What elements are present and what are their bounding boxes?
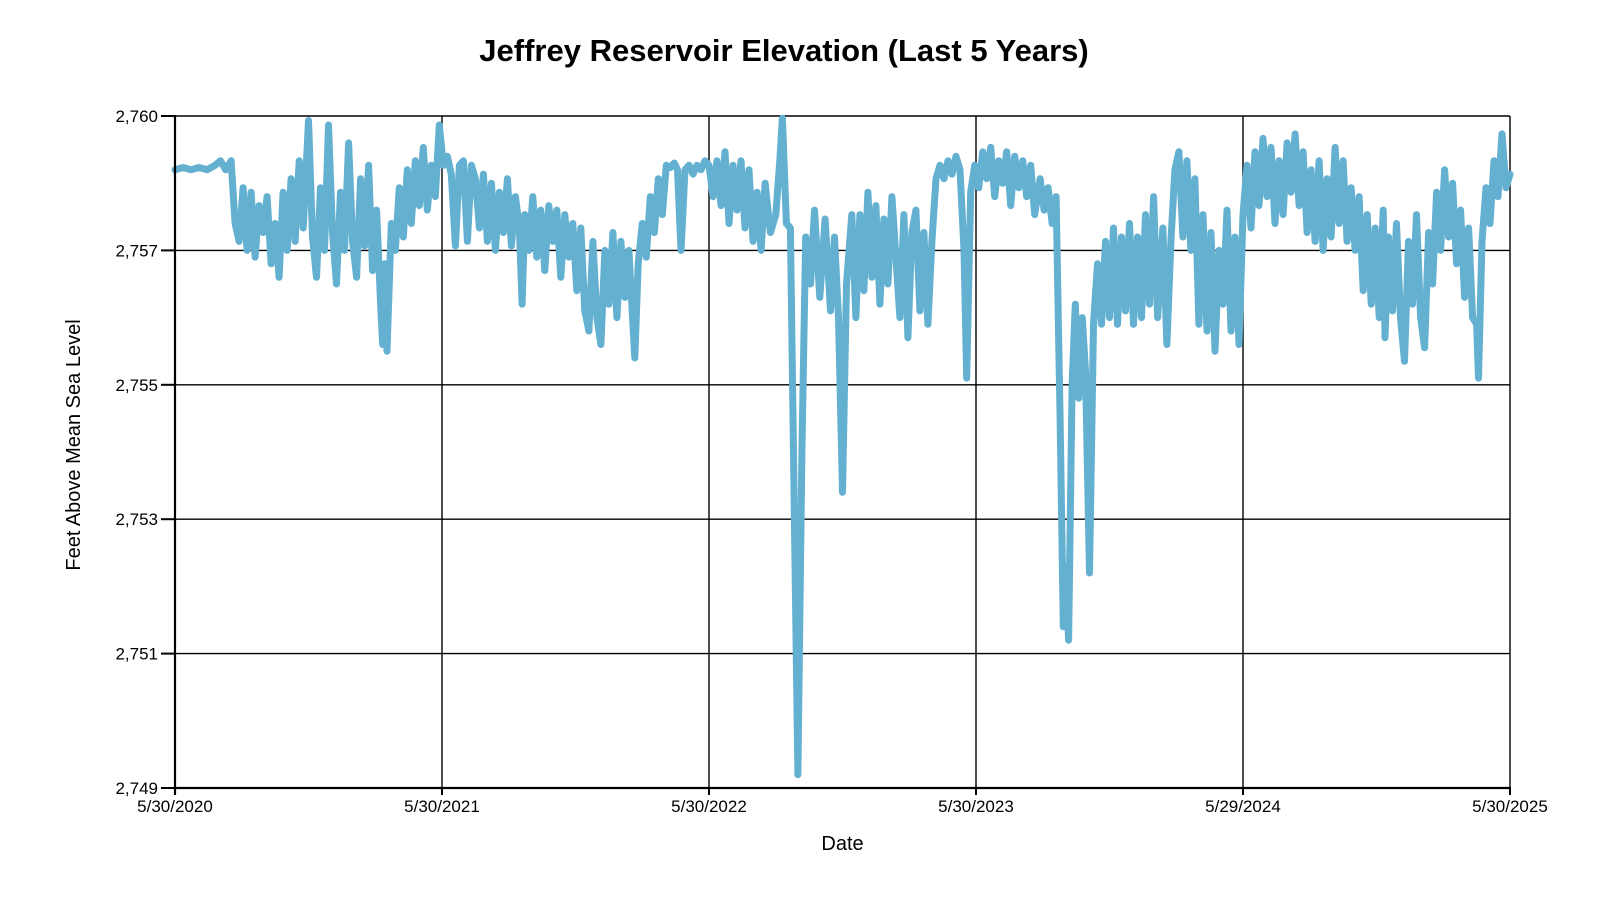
chart-title: Jeffrey Reservoir Elevation (Last 5 Year… xyxy=(479,33,1089,68)
y-tick-label: 2,753 xyxy=(115,510,158,529)
x-tick-label: 5/30/2025 xyxy=(1472,797,1548,816)
x-tick-label: 5/30/2023 xyxy=(938,797,1014,816)
elevation-series-line xyxy=(171,114,1514,779)
x-tick-label: 5/30/2020 xyxy=(137,797,213,816)
y-tick-label: 2,755 xyxy=(115,376,158,395)
y-tick-label: 2,760 xyxy=(115,107,158,126)
x-tick-label: 5/30/2021 xyxy=(404,797,480,816)
y-tick-label: 2,749 xyxy=(115,779,158,798)
x-tick-label: 5/30/2022 xyxy=(671,797,747,816)
x-tick-label: 5/29/2024 xyxy=(1205,797,1281,816)
y-tick-label: 2,757 xyxy=(115,241,158,260)
y-tick-label: 2,751 xyxy=(115,645,158,664)
x-axis-title: Date xyxy=(821,833,864,855)
